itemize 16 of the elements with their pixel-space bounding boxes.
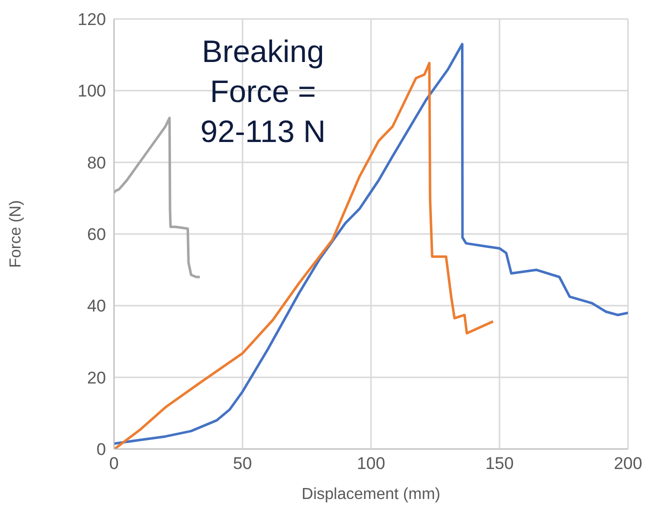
y-tick-label: 40 [87, 296, 106, 316]
x-tick-label: 150 [485, 454, 514, 474]
x-tick-label: 200 [614, 454, 642, 474]
y-tick-label: 120 [78, 10, 106, 30]
y-tick-label: 80 [87, 153, 106, 172]
annotation: Breaking Force = 92-113 N [199, 33, 327, 151]
y-axis-title: Force (N) [8, 200, 25, 268]
y-tick-label: 20 [87, 368, 106, 388]
line-series [114, 116, 202, 278]
x-tick-label: 0 [109, 454, 119, 474]
x-tick-label: 100 [356, 454, 386, 474]
y-tick-label: 60 [87, 225, 106, 244]
x-tick-label: 50 [233, 454, 252, 474]
x-axis-title: Displacement (mm) [302, 486, 440, 503]
y-tick-label: 100 [78, 82, 106, 101]
y-tick-label: 0 [96, 440, 106, 460]
